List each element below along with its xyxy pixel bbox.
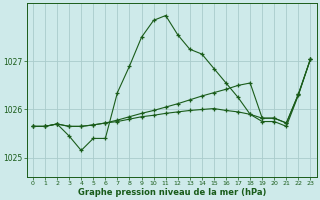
X-axis label: Graphe pression niveau de la mer (hPa): Graphe pression niveau de la mer (hPa): [77, 188, 266, 197]
